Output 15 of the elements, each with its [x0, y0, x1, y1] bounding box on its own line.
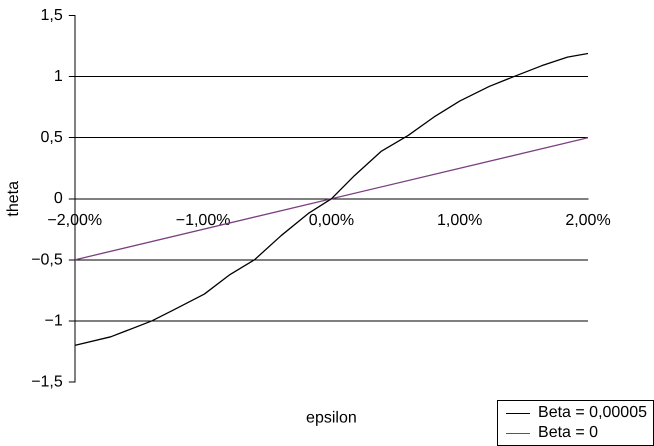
x-axis-title: epsilon	[306, 409, 357, 426]
y-tick-label: 0	[54, 190, 63, 208]
y-tick-label: −1	[44, 312, 63, 330]
x-tick-label: 1,00%	[437, 212, 482, 229]
legend-label: Beta = 0,00005	[538, 403, 647, 423]
legend-label: Beta = 0	[538, 423, 598, 443]
x-tick-label: 2,00%	[565, 212, 611, 229]
y-tick-label: −0,5	[31, 251, 63, 268]
x-tick-label: 0,00%	[308, 212, 354, 229]
y-tick-label: 0,5	[40, 129, 63, 146]
y-tick-label: 1,5	[40, 7, 63, 24]
x-tick-label: −1,00%	[176, 212, 230, 229]
y-axis-title: theta	[5, 180, 22, 217]
y-tick-label: −1,5	[31, 373, 63, 390]
y-tick-label: 1	[54, 68, 63, 86]
